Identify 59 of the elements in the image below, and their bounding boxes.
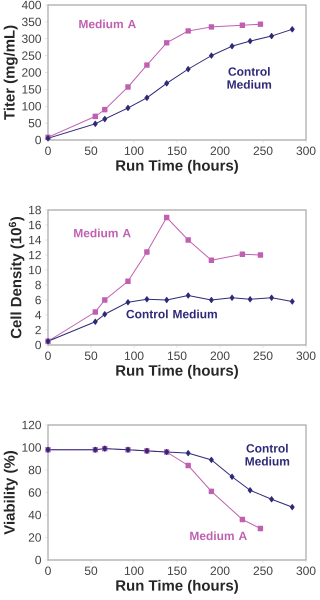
x-tick-label: 300 [296,146,316,155]
x-tick-label: 250 [254,146,273,155]
y-tick-label: 200 [22,68,42,77]
x-axis-title: Run Time (hours) [116,580,238,594]
y-tick-label: 100 [22,102,42,110]
y-tick-label: 0 [35,136,42,144]
x-tick-label: 50 [84,352,98,360]
y-tick-label: 300 [22,34,42,43]
y-tick-label: 6 [35,296,41,304]
x-axis-title: Run Time (hours) [116,364,238,379]
series-label: Control Medium [227,67,272,89]
y-tick-label: 250 [22,51,42,60]
x-tick-label: 200 [210,146,230,155]
series-label: Control Medium [126,310,217,318]
x-axis-title: Run Time (hours) [116,160,238,174]
x-tick-label: 200 [210,352,230,360]
x-tick-label: 0 [45,146,51,155]
x-tick-label: 250 [254,566,273,575]
x-tick-label: 150 [168,352,187,360]
y-tick-label: 20 [28,533,42,542]
y-tick-label: 350 [22,18,42,26]
x-tick-label: 250 [254,352,273,360]
x-tick-label: 0 [45,566,51,575]
x-tick-label: 200 [210,566,230,575]
x-tick-label: 50 [84,146,98,155]
y-tick-label: 8 [35,280,41,290]
text: Medium A [79,20,136,28]
y-tick-label: 60 [28,488,42,497]
y-axis-title: Titer (mg/mL) [4,26,18,120]
x-tick-label: 100 [124,146,144,155]
y-tick-label: 400 [22,0,42,10]
x-tick-label: 0 [45,352,51,360]
y-tick-label: 18 [29,206,41,214]
y-tick-label: 120 [22,420,42,430]
y-axis-title: Viability (%) [4,451,18,535]
y-axis-title: Cell Density (10$^{6}$) [8,216,24,338]
y-tick-label: 0 [35,556,42,564]
y-tick-label: 12 [29,250,41,260]
x-tick-label: 300 [296,352,316,360]
y-tick-label: 80 [28,466,42,474]
y-tick-label: 16 [29,220,41,230]
x-tick-label: 150 [168,146,187,155]
series-label: Medium A [74,228,131,238]
series-label: Control Medium [246,444,290,466]
y-tick-label: 0 [35,340,42,350]
y-tick-label: 10 [29,266,42,274]
y-tick-label: 150 [22,85,42,94]
x-tick-label: 100 [124,566,144,575]
y-tick-label: 100 [22,443,42,452]
y-tick-label: 50 [28,118,42,128]
y-tick-label: 14 [29,236,42,244]
x-tick-label: 100 [124,352,144,360]
y-tick-label: 40 [28,510,42,520]
x-tick-label: 300 [296,566,316,575]
x-tick-label: 150 [168,566,187,575]
y-tick-label: 4 [35,310,42,320]
y-tick-label: 2 [35,326,41,334]
series-label: Medium A [190,531,247,540]
x-tick-label: 50 [84,566,98,575]
